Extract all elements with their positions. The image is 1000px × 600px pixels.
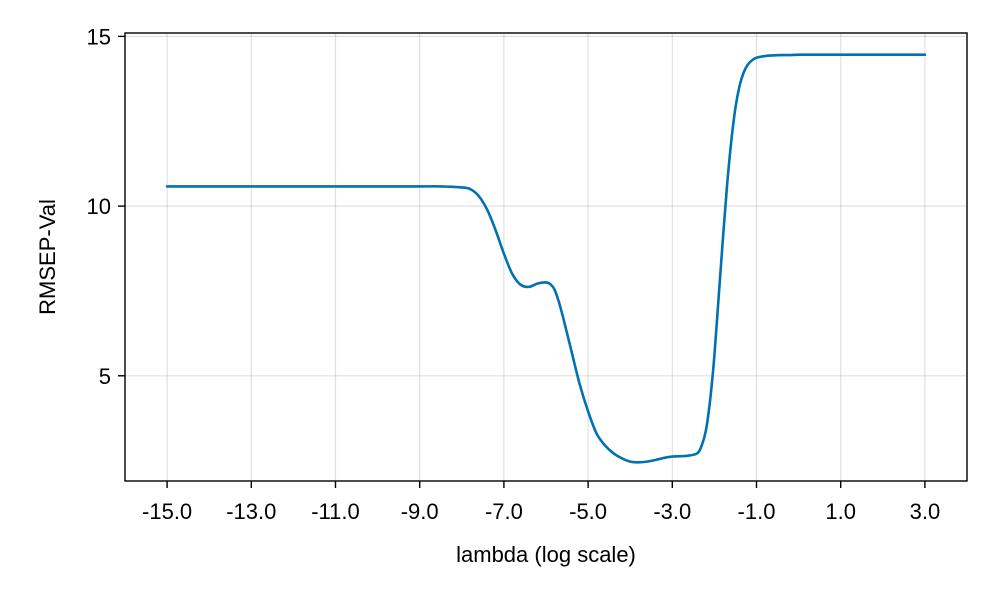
x-tick-label: -7.0 bbox=[485, 499, 523, 524]
x-tick-label: -15.0 bbox=[142, 499, 192, 524]
y-tick-label: 10 bbox=[87, 194, 111, 219]
x-axis-title: lambda (log scale) bbox=[456, 542, 636, 567]
plot-frame bbox=[124, 32, 968, 482]
y-tick-label: 15 bbox=[87, 24, 111, 49]
x-tick-label: 3.0 bbox=[910, 499, 941, 524]
x-tick-label: -5.0 bbox=[569, 499, 607, 524]
series-layer bbox=[165, 53, 927, 464]
x-tick-label: -3.0 bbox=[653, 499, 691, 524]
grid-lines bbox=[125, 33, 967, 481]
x-tick-label: -11.0 bbox=[311, 499, 360, 524]
y-tick-labels: 5 10 15 bbox=[87, 24, 111, 388]
x-tick-label: 1.0 bbox=[825, 499, 856, 524]
y-tick-label: 5 bbox=[99, 364, 111, 389]
x-tick-label: -1.0 bbox=[738, 499, 776, 524]
x-tick-label: -9.0 bbox=[401, 499, 439, 524]
x-tick-label: -13.0 bbox=[226, 499, 276, 524]
series-line bbox=[165, 53, 927, 464]
x-tick-labels: -15.0 -13.0 -11.0 -9.0 -7.0 -5.0 -3.0 -1.0 1.0 3.… bbox=[142, 499, 940, 524]
axis-ticks bbox=[118, 35, 926, 488]
y-axis-title: RMSEP-Val bbox=[35, 199, 60, 315]
